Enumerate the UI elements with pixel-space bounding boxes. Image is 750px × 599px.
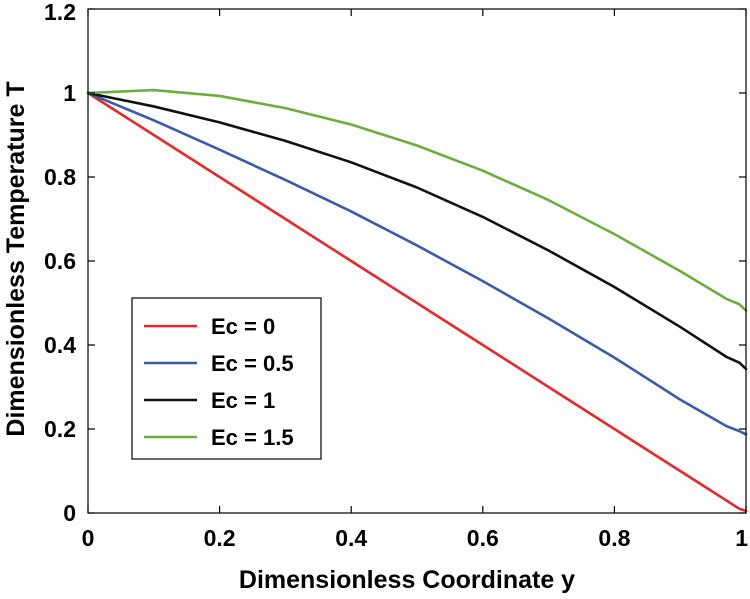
x-tick-label: 0.4 bbox=[335, 525, 367, 551]
y-tick-label: 0.2 bbox=[44, 416, 76, 442]
x-tick-label: 1 bbox=[735, 525, 748, 551]
legend: Ec = 0 Ec = 0.5 Ec = 1 Ec = 1.5 bbox=[131, 297, 322, 460]
x-tick-label: 0.2 bbox=[204, 525, 236, 551]
x-tick-label: 0.6 bbox=[467, 525, 499, 551]
series-line-1 bbox=[86, 91, 748, 513]
y-tick-label: 0 bbox=[63, 500, 76, 526]
series-line-2 bbox=[86, 91, 748, 436]
series-group bbox=[86, 88, 748, 513]
x-tick-label: 0 bbox=[82, 525, 95, 551]
series-line-4 bbox=[86, 88, 748, 312]
y-axis-label: Dimensionless Temperature T bbox=[2, 81, 30, 436]
y-tick-label: 0.6 bbox=[44, 248, 76, 274]
legend-label-1: Ec = 0 bbox=[211, 314, 275, 339]
y-tick-label: 1.2 bbox=[44, 0, 76, 25]
x-tick-label: 0.8 bbox=[598, 525, 630, 551]
legend-label-3: Ec = 1 bbox=[211, 388, 275, 413]
x-axis-label: Dimensionless Coordinate y bbox=[239, 566, 575, 594]
axes: 0 0.2 0.4 0.6 0.8 1 0 0.2 0.4 0.6 0.8 1 1.2 bbox=[44, 0, 748, 551]
y-tick-label: 1 bbox=[63, 80, 76, 106]
legend-label-4: Ec = 1.5 bbox=[211, 425, 294, 450]
y-tick-label: 0.4 bbox=[44, 332, 76, 358]
legend-label-2: Ec = 0.5 bbox=[211, 351, 294, 376]
y-tick-label: 0.8 bbox=[44, 164, 76, 190]
series-line-3 bbox=[86, 91, 748, 371]
